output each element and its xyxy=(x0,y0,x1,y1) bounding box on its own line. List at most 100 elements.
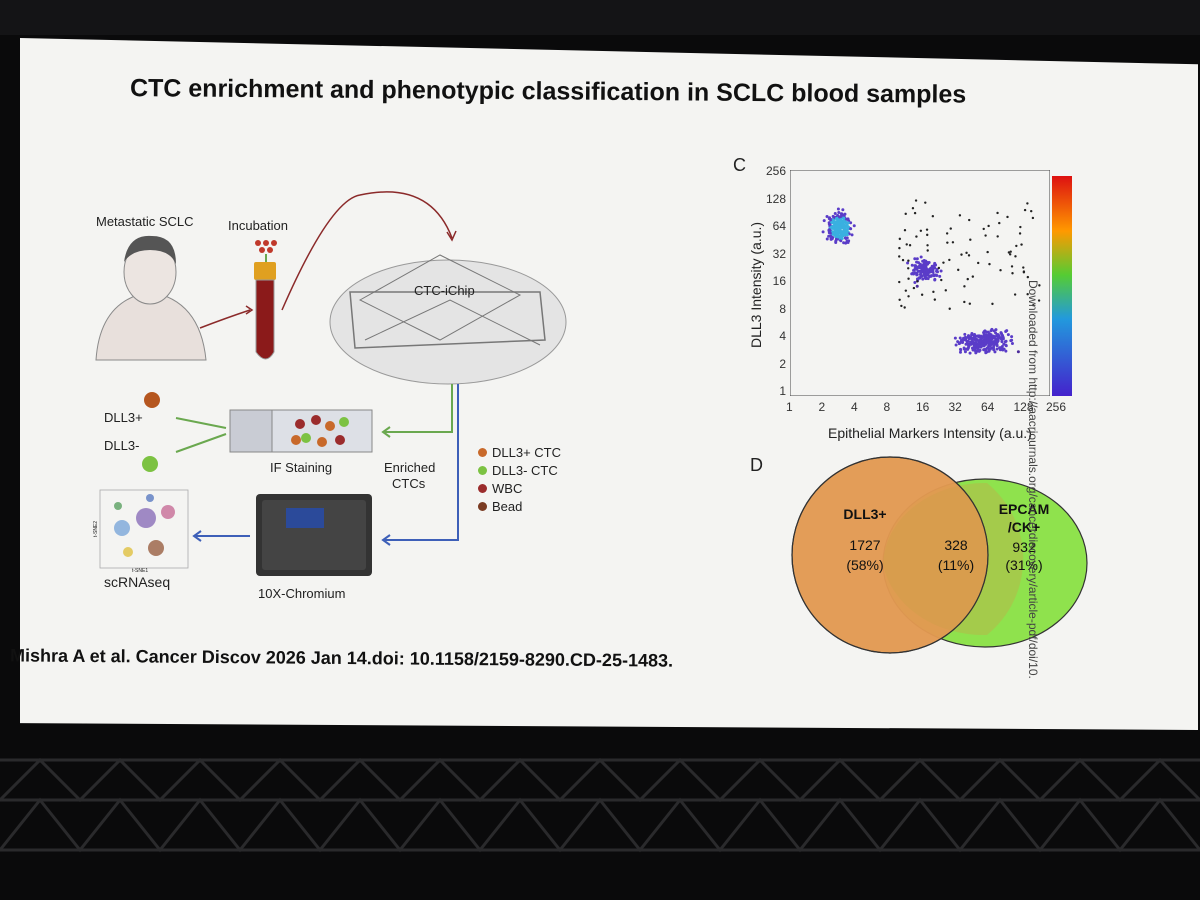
scatter-point xyxy=(838,220,842,224)
scatter-point xyxy=(1006,215,1009,219)
scatter-point xyxy=(1007,251,1011,254)
scatter-point xyxy=(1022,271,1026,274)
scatter-point xyxy=(1004,330,1008,334)
scatter-point xyxy=(1004,349,1008,353)
scatter-point xyxy=(827,217,831,221)
scatter-point xyxy=(935,267,939,271)
scatter-point xyxy=(913,257,917,261)
scatter-point xyxy=(930,264,934,268)
scatter-point xyxy=(999,269,1002,272)
scatter-point xyxy=(836,207,840,211)
incubation-label: Incubation xyxy=(228,218,288,233)
scatter-point xyxy=(1018,232,1022,235)
scatter-point xyxy=(849,221,853,225)
scatter-point xyxy=(964,338,968,342)
scatter-point xyxy=(1038,284,1041,287)
scatter-point xyxy=(923,276,927,280)
tsne-plot xyxy=(99,489,189,569)
scatter-point xyxy=(907,295,910,298)
scatter-point xyxy=(1010,341,1014,345)
scatter-point xyxy=(834,224,838,228)
legend-label: DLL3- CTC xyxy=(492,463,558,478)
scatter-point xyxy=(995,344,999,348)
scatter-point xyxy=(1000,332,1004,336)
venn-left-title: DLL3+ xyxy=(843,506,887,522)
legend-swatch xyxy=(478,448,487,457)
scatter-x-tick: 64 xyxy=(981,400,995,414)
scatter-point xyxy=(825,215,829,219)
scatter-point xyxy=(962,336,966,340)
blood-tube xyxy=(254,240,277,360)
scatter-point xyxy=(919,255,923,259)
scatter-point xyxy=(1010,265,1014,268)
scatter-point xyxy=(958,350,962,354)
scatter-point xyxy=(845,233,849,237)
scatter-point xyxy=(924,201,927,204)
scatter-point xyxy=(991,302,994,306)
venn-overlap-count: 328 xyxy=(944,537,968,553)
venn-overlap-pct: (11%) xyxy=(937,557,975,573)
scatter-point xyxy=(904,212,907,216)
scatter-point xyxy=(910,272,914,276)
scatter-x-tick: 2 xyxy=(818,400,826,414)
legend-label: WBC xyxy=(492,481,523,496)
scatter-point xyxy=(967,254,971,257)
scatter-point xyxy=(1013,293,1017,296)
scatter-y-tick: 32 xyxy=(772,246,786,261)
scatter-point xyxy=(997,334,1001,338)
scatter-ylabel: DLL3 Intensity (a.u.) xyxy=(748,221,764,348)
scatter-point xyxy=(913,211,917,215)
tsne-x-label: t-SNE1 xyxy=(132,568,149,574)
scatter-point xyxy=(971,346,975,350)
scatter-point xyxy=(991,346,995,350)
scatter-point xyxy=(900,304,903,308)
venn-left-count: 1727 xyxy=(849,537,881,553)
scatter-point xyxy=(912,286,916,290)
scatter-point xyxy=(1014,255,1017,258)
scatter-point xyxy=(991,340,995,344)
scatter-point xyxy=(914,199,918,202)
scatter-point xyxy=(944,289,947,292)
scatter-point xyxy=(907,259,910,262)
scatter-point xyxy=(827,234,831,238)
scatter-point xyxy=(842,216,846,220)
scatter-point xyxy=(984,348,988,352)
scatter-point xyxy=(933,277,937,281)
scatter-point xyxy=(974,338,978,342)
scatter-x-tick: 4 xyxy=(851,400,858,414)
scatter-point xyxy=(908,244,912,247)
scatter-point xyxy=(966,277,969,281)
dll3-pos-cell xyxy=(144,392,160,408)
scatter-point xyxy=(934,263,938,267)
scatter-point xyxy=(827,228,831,232)
scatter-point xyxy=(843,236,847,240)
scatter-point xyxy=(914,267,918,271)
scatter-y-tick: 8 xyxy=(779,301,786,316)
ctc-ichip xyxy=(329,254,567,385)
scatter-point xyxy=(948,307,951,310)
scatter-point xyxy=(963,350,967,354)
scatter-point xyxy=(983,336,987,340)
scatter-point xyxy=(1006,333,1010,337)
scatter-point xyxy=(1001,335,1005,339)
scatter-point xyxy=(926,233,929,237)
scatter-point xyxy=(976,343,980,347)
scatter-point xyxy=(995,347,999,351)
scatter-point xyxy=(913,280,917,284)
scatter-y-tick: 64 xyxy=(772,219,786,233)
scatter-point xyxy=(1020,243,1023,246)
scatter-point xyxy=(973,332,977,336)
scatter-point xyxy=(1026,293,1029,296)
scatter-point xyxy=(831,235,835,239)
dll3-neg-cell xyxy=(142,456,158,472)
scatter-point xyxy=(836,235,840,239)
venn-right-count: 932 xyxy=(1012,539,1036,555)
scatter-point xyxy=(963,332,967,336)
scatter-point xyxy=(898,246,901,250)
scatter-point xyxy=(841,208,845,212)
scatter-y-tick: 1 xyxy=(779,384,786,398)
scatter-point xyxy=(842,223,846,227)
scatter-point xyxy=(928,275,932,279)
scatter-point xyxy=(834,217,838,221)
